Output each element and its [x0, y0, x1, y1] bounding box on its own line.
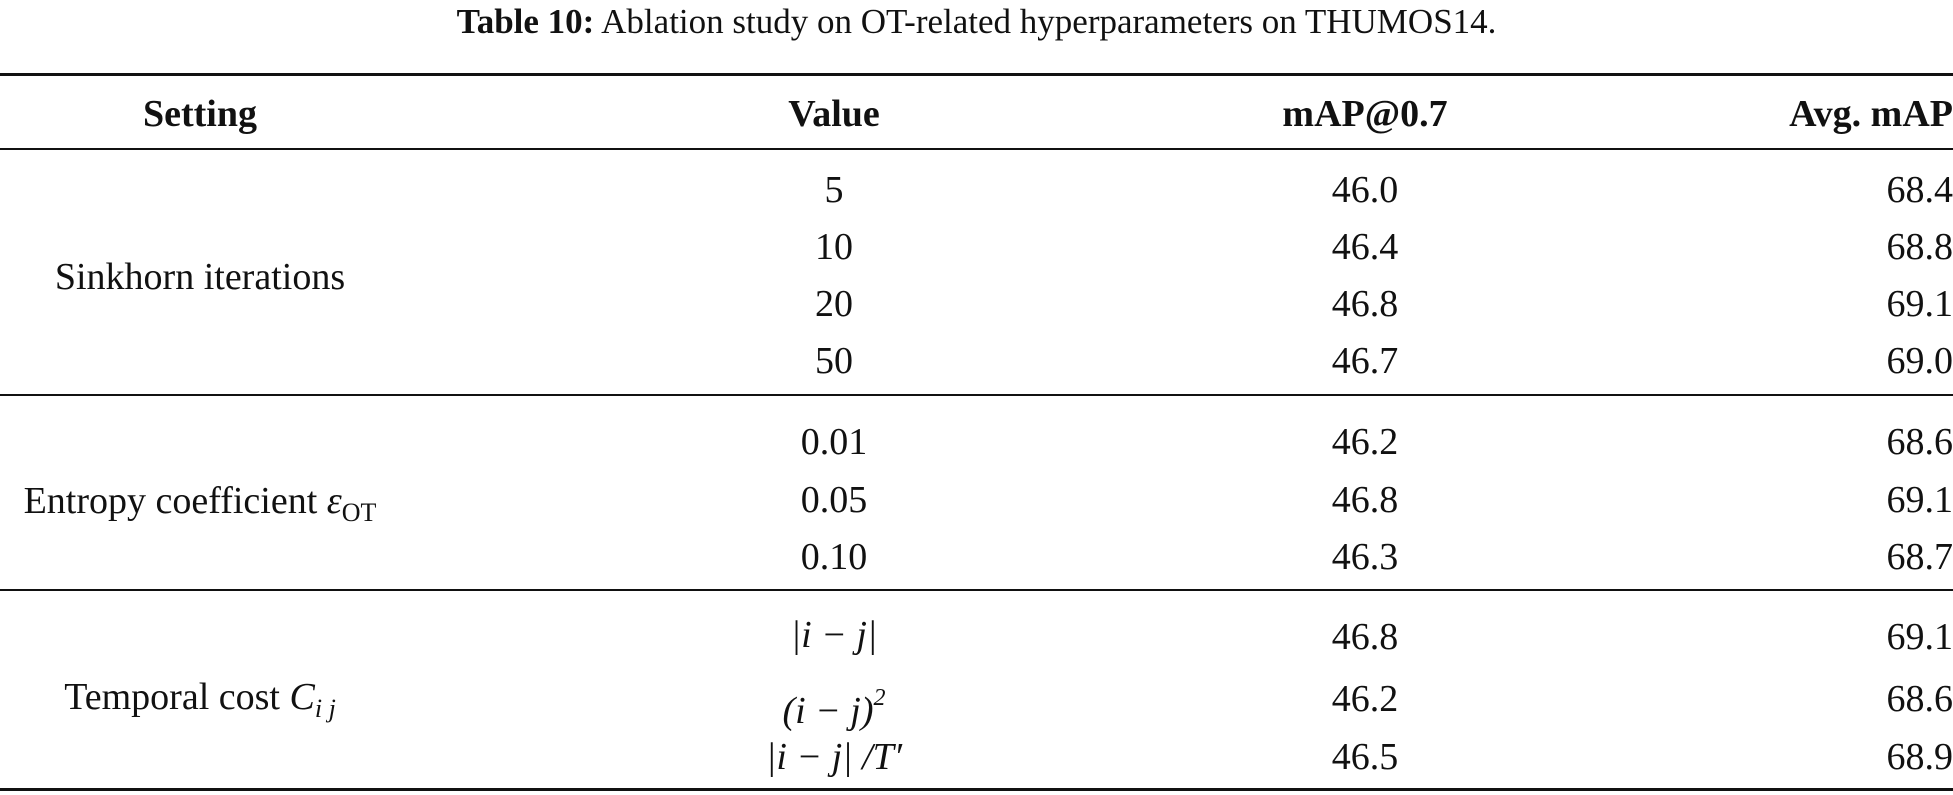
cost-subscript: i j	[314, 694, 336, 723]
group-setting-entropy-text: Entropy coefficient	[23, 480, 327, 522]
table-cell-map07: 46.4	[1331, 226, 1399, 268]
squared-diff-exponent: 2	[873, 685, 886, 711]
top-rule	[0, 73, 1953, 76]
table-cell-value: 0.05	[800, 479, 868, 521]
table-cell-avg: 68.8	[1886, 226, 1953, 268]
table-cell-avg: 68.7	[1886, 536, 1953, 578]
table-cell-avg: 68.4	[1886, 169, 1953, 211]
table-cell-map07: 46.8	[1331, 616, 1399, 658]
cost-symbol: C	[289, 676, 315, 718]
table-caption: Table 10: Ablation study on OT-related h…	[0, 0, 1953, 44]
table-cell-value: 5	[824, 169, 844, 211]
group-setting-entropy: Entropy coefficient εOT	[0, 478, 400, 536]
table-cell-map07: 46.3	[1331, 536, 1399, 578]
table-cell-map07: 46.8	[1331, 283, 1399, 325]
table-cell-map07: 46.2	[1331, 678, 1399, 720]
table-cell-map07: 46.8	[1331, 479, 1399, 521]
table-cell-map07: 46.7	[1331, 340, 1399, 382]
squared-diff-base: (i − j)	[782, 690, 874, 732]
epsilon-subscript: OT	[341, 498, 377, 527]
group-setting-temporal-text: Temporal cost	[64, 676, 290, 718]
table-cell-value: 20	[815, 283, 853, 325]
epsilon-symbol: ε	[326, 480, 342, 522]
table-cell-value: 10	[815, 226, 853, 268]
col-header-setting: Setting	[143, 93, 257, 135]
table-cell-map07: 46.0	[1331, 169, 1399, 211]
bottom-rule	[0, 788, 1953, 791]
group-setting-sinkhorn: Sinkhorn iterations	[54, 256, 346, 298]
table-cell-avg: 69.1	[1886, 616, 1953, 658]
col-header-map07: mAP@0.7	[1282, 93, 1448, 135]
table-cell-value: 0.10	[800, 536, 868, 578]
group-rule	[0, 589, 1953, 591]
group-rule	[0, 394, 1953, 396]
group-setting-temporal: Temporal cost Ci j	[0, 674, 400, 732]
table-cell-value: |i − j|	[790, 614, 878, 656]
table-cell-map07: 46.5	[1331, 736, 1399, 778]
col-header-avg-map: Avg. mAP	[1789, 93, 1953, 135]
table-cell-value: (i − j)2	[634, 675, 1034, 734]
table-caption-label: Table 10:	[456, 2, 595, 41]
table-cell-map07: 46.2	[1331, 421, 1399, 463]
table-caption-text: Ablation study on OT-related hyperparame…	[601, 2, 1497, 41]
table-cell-value: |i − j| /T′	[765, 736, 903, 778]
table-cell-avg: 68.6	[1886, 678, 1953, 720]
col-header-value: Value	[788, 93, 880, 135]
header-rule	[0, 148, 1953, 150]
table-cell-value: 0.01	[800, 421, 868, 463]
table-cell-avg: 69.1	[1886, 479, 1953, 521]
table-cell-avg: 69.1	[1886, 283, 1953, 325]
table-cell-avg: 68.9	[1886, 736, 1953, 778]
table-cell-value: 50	[815, 340, 853, 382]
table-cell-avg: 68.6	[1886, 421, 1953, 463]
table-cell-avg: 69.0	[1886, 340, 1953, 382]
